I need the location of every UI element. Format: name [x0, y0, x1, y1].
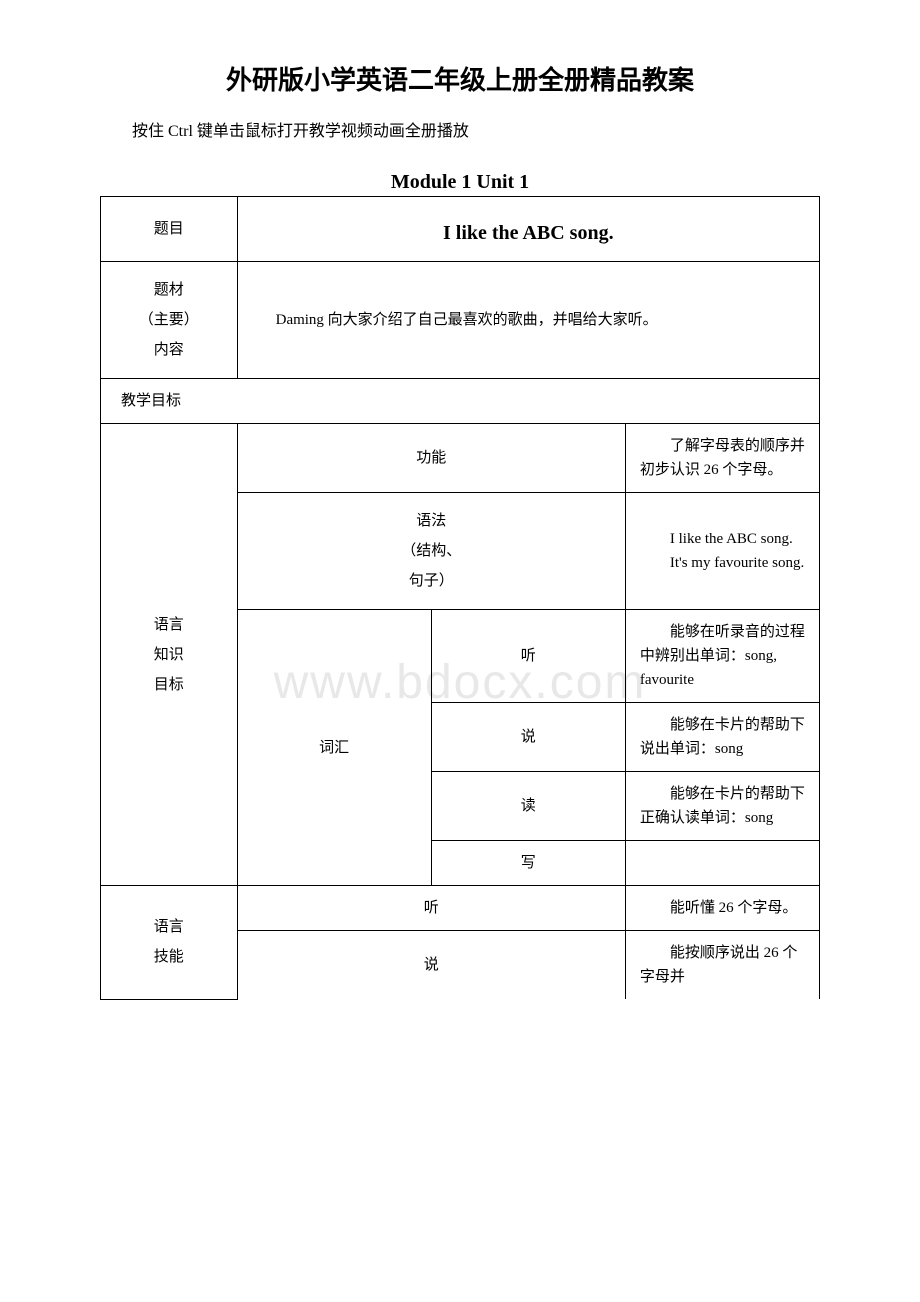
table-row: 题材 （主要） 内容 Daming 向大家介绍了自己最喜欢的歌曲，并唱给大家听。: [101, 262, 820, 379]
content-text: Daming 向大家介绍了自己最喜欢的歌曲，并唱给大家听。: [246, 308, 811, 332]
lesson-title: I like the ABC song.: [237, 197, 819, 262]
label-line: 技能: [105, 945, 233, 969]
speak-desc: 能够在卡片的帮助下说出单词：song: [625, 703, 819, 772]
teaching-goals-header: 教学目标: [101, 379, 820, 424]
document-title: 外研版小学英语二年级上册全册精品教案: [100, 60, 820, 97]
listen-desc: 能够在听录音的过程中辨别出单词：song, favourite: [625, 610, 819, 703]
skill2-speak: 说: [237, 931, 625, 1000]
language-skills: 语言 技能: [101, 886, 238, 1000]
read-desc: 能够在卡片的帮助下正确认读单词：song: [625, 772, 819, 841]
content-text: 能够在卡片的帮助下说出单词：song: [640, 713, 811, 761]
skill-listen: 听: [431, 610, 625, 703]
table-row: 语言 技能 听 能听懂 26 个字母。: [101, 886, 820, 931]
skill-read: 读: [431, 772, 625, 841]
skill2-listen-desc: 能听懂 26 个字母。: [625, 886, 819, 931]
language-knowledge-goals: 语言 知识 目标: [101, 424, 238, 886]
theme-content: Daming 向大家介绍了自己最喜欢的歌曲，并唱给大家听。: [237, 262, 819, 379]
grammar-desc: I like the ABC song. It's my favourite s…: [625, 493, 819, 610]
vocab-label: 词汇: [237, 610, 431, 886]
content-text: 了解字母表的顺序并初步认识 26 个字母。: [640, 434, 811, 482]
table-row: 题目 I like the ABC song.: [101, 197, 820, 262]
label-line: 题材: [105, 278, 233, 302]
label-line: 知识: [105, 643, 233, 667]
skill2-listen: 听: [237, 886, 625, 931]
row-label-title: 题目: [101, 197, 238, 262]
label-line: （主要）: [105, 308, 233, 332]
content-text: 能够在听录音的过程中辨别出单词：song, favourite: [640, 620, 811, 692]
label-line: 内容: [105, 338, 233, 362]
content-text: 能听懂 26 个字母。: [640, 896, 811, 920]
row-label-theme: 题材 （主要） 内容: [101, 262, 238, 379]
label-line: 语法: [246, 509, 617, 533]
label-line: 语言: [105, 915, 233, 939]
content-text: It's my favourite song.: [640, 551, 811, 575]
label-line: 语言: [105, 613, 233, 637]
label-line: 目标: [105, 673, 233, 697]
skill2-speak-desc: 能按顺序说出 26 个字母并: [625, 931, 819, 1000]
label-line: 句子）: [246, 569, 617, 593]
content-text: 能按顺序说出 26 个字母并: [640, 941, 811, 989]
instruction-text: 按住 Ctrl 键单击鼠标打开教学视频动画全册播放: [100, 117, 820, 141]
lesson-plan-table: 题目 I like the ABC song. 题材 （主要） 内容 Damin…: [100, 196, 820, 1000]
write-desc: [625, 841, 819, 886]
skill-write: 写: [431, 841, 625, 886]
table-row: 语言 知识 目标 功能 了解字母表的顺序并初步认识 26 个字母。: [101, 424, 820, 493]
function-desc: 了解字母表的顺序并初步认识 26 个字母。: [625, 424, 819, 493]
label-line: （结构、: [246, 539, 617, 563]
content-text: 能够在卡片的帮助下正确认读单词：song: [640, 782, 811, 830]
table-row: 教学目标: [101, 379, 820, 424]
function-label: 功能: [237, 424, 625, 493]
skill-speak: 说: [431, 703, 625, 772]
module-heading: Module 1 Unit 1: [100, 171, 820, 194]
content-text: I like the ABC song.: [640, 527, 811, 551]
grammar-label: 语法 （结构、 句子）: [237, 493, 625, 610]
